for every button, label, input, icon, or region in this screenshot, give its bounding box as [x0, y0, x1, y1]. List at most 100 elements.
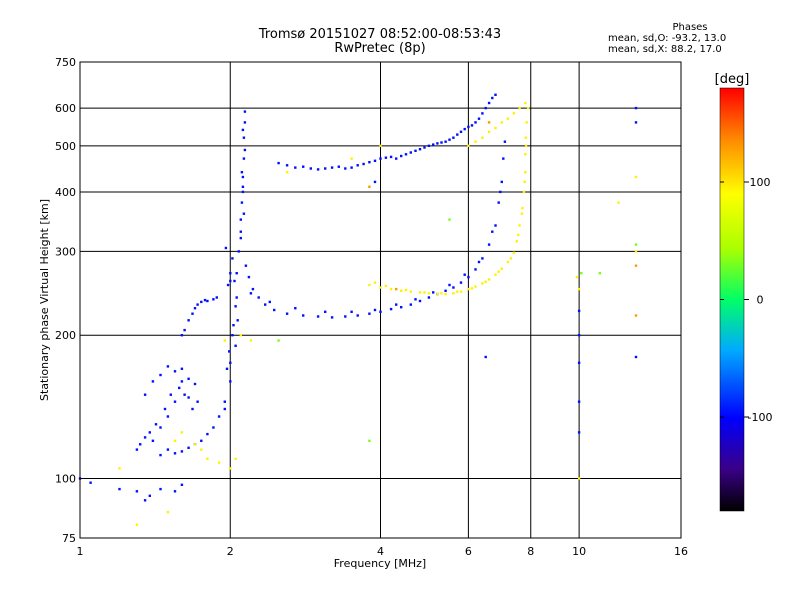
data-point — [173, 370, 177, 373]
phases-title: Phases — [672, 22, 708, 33]
data-point — [525, 121, 528, 124]
data-point — [423, 291, 426, 294]
data-point — [239, 218, 242, 221]
data-point — [249, 339, 253, 342]
data-point — [379, 157, 382, 160]
y-tick-label: 400 — [55, 186, 76, 199]
x-tick-label: 2 — [227, 545, 234, 558]
data-point — [166, 448, 170, 451]
data-point — [180, 483, 184, 486]
data-point — [233, 279, 236, 283]
data-point — [173, 439, 177, 442]
phases-panel: Phases mean, sd,O: -93.2, 13.0 mean, sd,… — [600, 22, 780, 55]
data-point — [285, 171, 289, 174]
data-point — [577, 309, 581, 313]
data-point — [143, 393, 147, 396]
data-point — [481, 257, 484, 260]
data-point — [217, 415, 221, 418]
data-point — [459, 290, 463, 293]
data-point — [212, 426, 215, 429]
data-point — [178, 386, 181, 390]
colorbar-tick-label: 100 — [750, 176, 771, 189]
data-point — [379, 310, 382, 313]
data-point — [234, 305, 237, 308]
data-point — [456, 133, 459, 136]
data-point — [575, 275, 579, 279]
data-point — [494, 224, 497, 227]
data-point — [223, 339, 226, 342]
data-point — [400, 306, 403, 309]
data-point — [135, 448, 139, 451]
data-point — [487, 243, 491, 246]
data-point — [173, 400, 177, 403]
data-point — [474, 268, 477, 271]
data-point — [395, 303, 398, 306]
data-point — [229, 361, 232, 364]
data-point — [389, 287, 393, 291]
y-tick-labels: 75 100 200 300 400 500 600 750 — [55, 56, 76, 545]
colorbar-tick-label: 0 — [757, 294, 764, 307]
data-point — [139, 443, 142, 446]
data-point — [241, 128, 245, 132]
data-point — [414, 298, 417, 301]
data-point — [634, 250, 638, 253]
data-point — [187, 319, 190, 322]
data-point — [444, 140, 447, 143]
data-point — [166, 365, 170, 368]
data-point — [491, 230, 494, 233]
data-point — [518, 106, 521, 110]
data-point — [294, 166, 297, 169]
data-point — [481, 282, 484, 285]
data-point — [285, 312, 289, 315]
data-point — [159, 453, 162, 457]
data-point — [477, 260, 481, 264]
data-point — [277, 161, 280, 165]
data-point — [526, 106, 530, 110]
data-point — [598, 272, 601, 275]
data-point — [467, 275, 470, 279]
data-point — [512, 251, 516, 254]
data-point — [524, 136, 527, 139]
data-point — [368, 185, 371, 188]
y-tick-label: 500 — [55, 140, 76, 153]
data-point — [243, 110, 247, 113]
data-point — [524, 144, 528, 147]
data-point — [448, 218, 451, 221]
data-point — [373, 180, 377, 184]
data-point — [235, 272, 238, 275]
data-point — [384, 156, 388, 159]
data-point — [89, 481, 92, 484]
data-point — [180, 380, 184, 383]
data-point — [484, 106, 487, 110]
data-point — [518, 224, 521, 227]
data-point — [474, 285, 477, 288]
data-point — [242, 212, 246, 215]
data-point — [229, 467, 232, 470]
data-points — [78, 93, 638, 526]
data-point — [234, 344, 237, 347]
data-point — [523, 180, 526, 184]
data-point — [524, 101, 527, 105]
data-point — [239, 230, 242, 233]
data-point — [634, 243, 638, 246]
data-point — [180, 367, 184, 370]
y-tick-label: 200 — [55, 329, 76, 342]
data-point — [212, 298, 215, 301]
data-point — [191, 407, 194, 411]
data-point — [577, 334, 581, 337]
data-point — [242, 157, 246, 160]
data-point — [497, 270, 500, 273]
data-point — [368, 312, 371, 315]
data-point — [524, 153, 527, 156]
data-point — [467, 144, 470, 147]
data-point — [206, 299, 209, 303]
x-tick-label: 16 — [674, 545, 688, 558]
data-point — [135, 490, 139, 493]
data-point — [484, 355, 487, 359]
data-point — [452, 286, 455, 289]
data-point — [427, 144, 431, 147]
data-point — [187, 396, 190, 399]
data-point — [235, 296, 238, 299]
data-point — [234, 457, 237, 460]
data-point — [499, 190, 502, 194]
